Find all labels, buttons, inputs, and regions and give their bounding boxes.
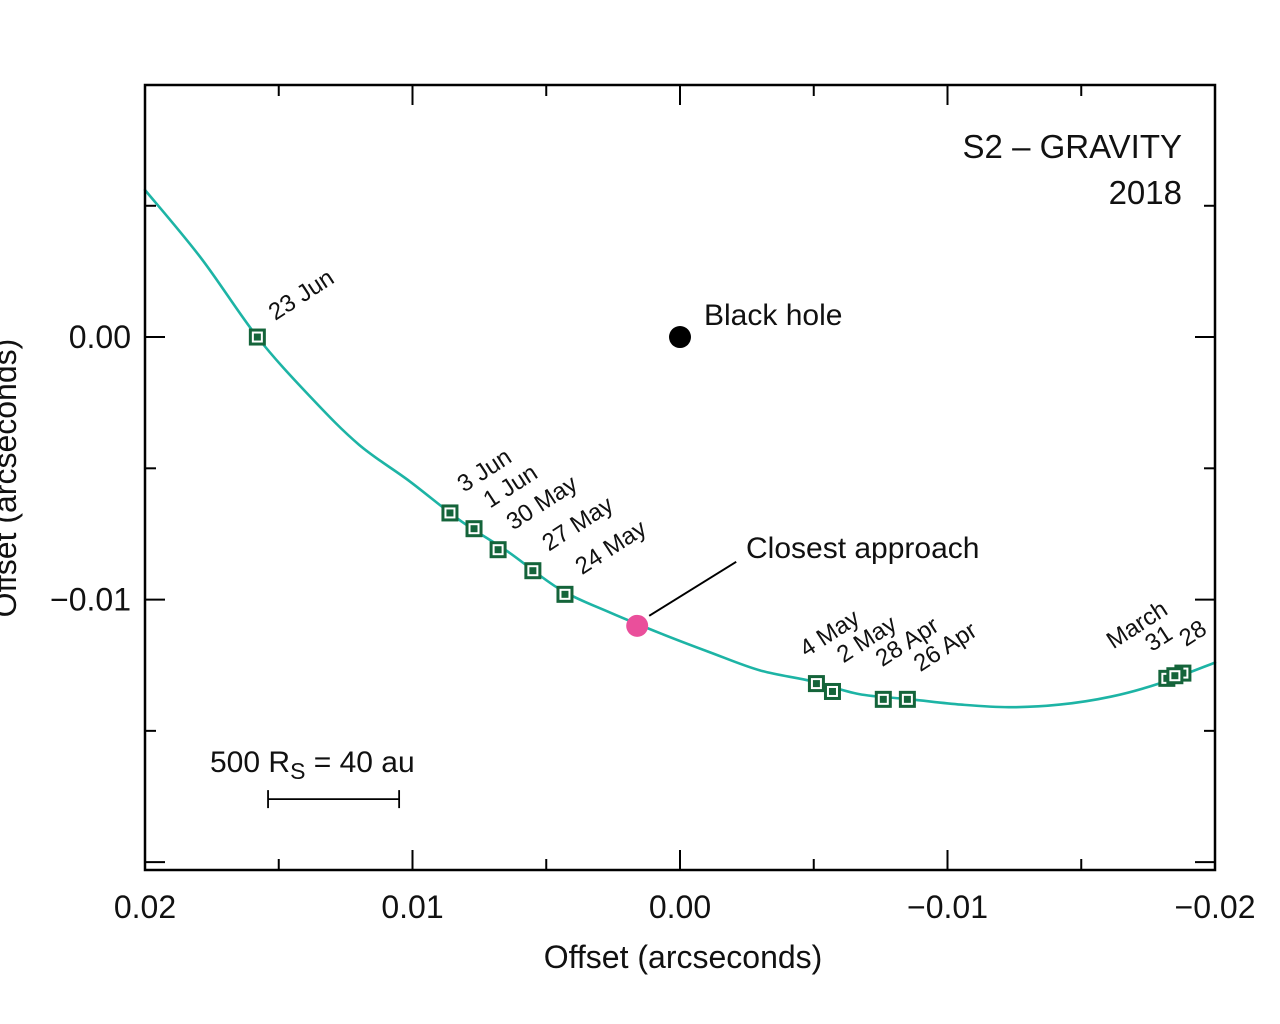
data-point-marker-inner (826, 685, 838, 697)
x-tick-label: −0.02 (1175, 889, 1256, 925)
data-point-marker-inner (559, 588, 571, 600)
data-point-marker (807, 675, 825, 693)
x-tick-label: −0.01 (907, 889, 988, 925)
black-hole-point (669, 326, 691, 349)
closest-approach-leader-line (648, 560, 737, 617)
data-point-marker (898, 690, 916, 708)
data-point-marker-inner (877, 693, 889, 705)
scale-bar-label: 500 RS = 40 au (210, 746, 415, 784)
data-point-marker (556, 585, 574, 603)
scale-bar-label-rest: = 40 au (305, 746, 414, 779)
data-point-marker (248, 328, 266, 346)
x-tick-label: 0.00 (649, 889, 711, 925)
data-point-marker-inner (444, 507, 456, 519)
data-point-marker (489, 541, 507, 559)
closest-approach-point (626, 614, 649, 637)
chart-title-line2: 2018 (1109, 174, 1182, 211)
x-tick-label: 0.01 (381, 889, 443, 925)
data-point-marker (441, 504, 459, 522)
data-point-marker-inner (492, 544, 504, 556)
data-point-marker (465, 520, 483, 538)
scale-bar-label-main: 500 R (210, 746, 290, 779)
data-point-date-label: 23 Jun (264, 264, 339, 326)
data-point-marker (524, 562, 542, 580)
scale-bar-label-subscript: S (290, 758, 305, 784)
x-tick-label: 0.02 (114, 889, 176, 925)
chart-title-line1: S2 – GRAVITY (963, 128, 1182, 165)
orbit-curve (143, 188, 1217, 709)
data-point-marker (1166, 667, 1184, 685)
y-tick-label: −0.01 (50, 582, 131, 618)
plot-frame (143, 83, 1217, 872)
data-point-marker-inner (468, 523, 480, 535)
x-axis-label: Offset (arcseconds) (544, 939, 823, 975)
data-point-marker-inner (810, 678, 822, 690)
data-point-marker-inner (251, 331, 263, 343)
data-point-marker-inner (1169, 670, 1181, 682)
data-point-marker (823, 682, 841, 700)
data-point-marker-inner (901, 693, 913, 705)
y-axis-label: Offset (arcseconds) (0, 339, 23, 618)
data-point-date-label: 28 (1174, 615, 1211, 652)
black-hole-label: Black hole (704, 299, 842, 332)
data-point-marker-inner (527, 565, 539, 577)
data-point-marker (874, 690, 892, 708)
y-tick-label: 0.00 (69, 319, 131, 355)
closest-approach-label: Closest approach (746, 532, 979, 565)
